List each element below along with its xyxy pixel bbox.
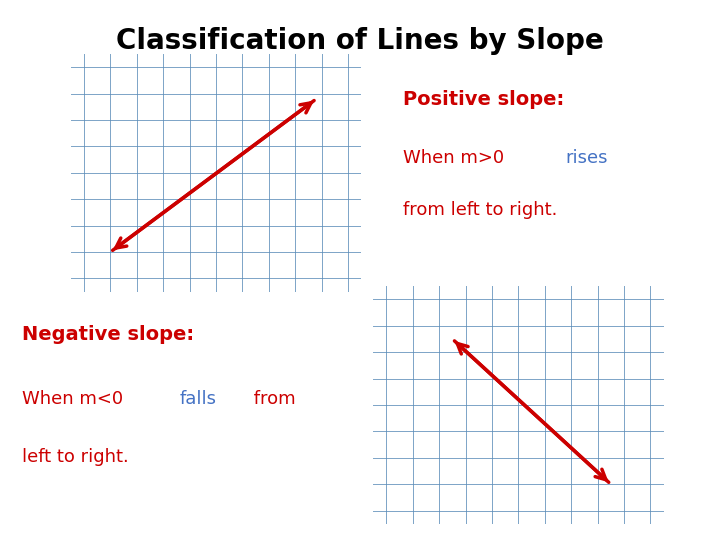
Text: left to right.: left to right. bbox=[22, 448, 128, 466]
Text: Classification of Lines by Slope: Classification of Lines by Slope bbox=[116, 27, 604, 55]
Text: Positive slope:: Positive slope: bbox=[403, 90, 564, 109]
Text: rises: rises bbox=[565, 149, 608, 167]
Text: When m>0: When m>0 bbox=[403, 149, 510, 167]
Text: When m<0: When m<0 bbox=[22, 390, 128, 408]
Text: Negative slope:: Negative slope: bbox=[22, 325, 194, 344]
Text: falls: falls bbox=[180, 390, 217, 408]
Text: from left to right.: from left to right. bbox=[403, 201, 557, 219]
Text: from: from bbox=[248, 390, 296, 408]
